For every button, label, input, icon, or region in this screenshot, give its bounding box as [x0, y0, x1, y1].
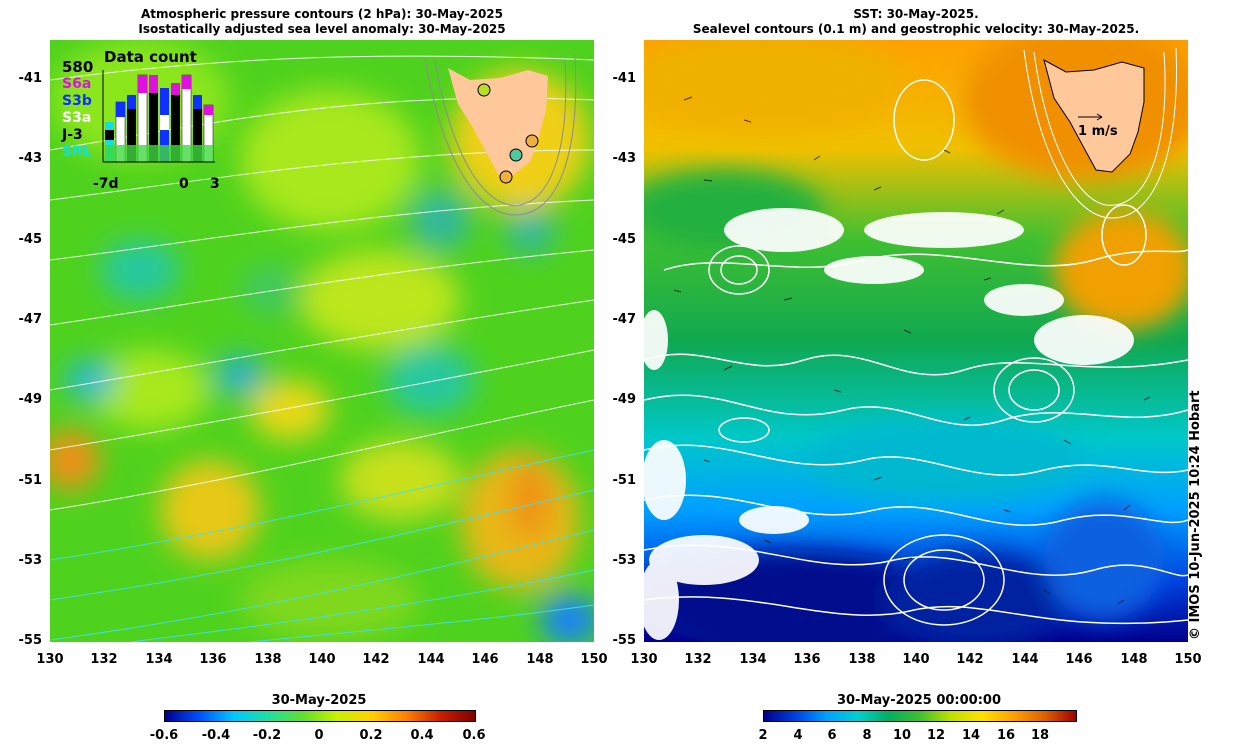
right-colorbar-tick: 16	[996, 728, 1016, 743]
right-colorbar-tick: 12	[926, 728, 946, 743]
sea-level-anomaly-map[interactable]	[50, 40, 594, 642]
right-colorbar-tick: 18	[1030, 728, 1050, 743]
sst-map[interactable]	[644, 40, 1188, 642]
right-colorbar-tick: 6	[827, 728, 837, 743]
sst-colorbar	[763, 710, 1077, 722]
x-label-left: 130	[36, 652, 64, 667]
x-label-right: 132	[684, 652, 712, 667]
y-label-right: -45	[612, 232, 637, 247]
data-count-x-start: -7d	[93, 176, 119, 192]
y-label-left: -53	[18, 553, 43, 568]
x-label-right: 146	[1065, 652, 1093, 667]
x-label-right: 134	[739, 652, 767, 667]
x-label-left: 134	[145, 652, 173, 667]
sea-level-colorbar	[164, 710, 476, 722]
y-label-left: -47	[18, 312, 43, 327]
left-colorbar-tick: 0.4	[410, 728, 434, 743]
x-label-left: 150	[580, 652, 608, 667]
left-colorbar-title: 30-May-2025	[271, 693, 367, 708]
data-count-title: Data count	[104, 48, 197, 66]
left-colorbar-tick: 0.6	[462, 728, 486, 743]
x-label-left: 136	[199, 652, 227, 667]
y-label-left: -49	[18, 392, 43, 407]
y-label-left: -41	[18, 71, 43, 86]
y-label-left: -55	[18, 633, 43, 648]
right-colorbar-title: 30-May-2025 00:00:00	[836, 693, 1002, 708]
x-label-left: 142	[362, 652, 390, 667]
right-colorbar-tick: 10	[892, 728, 912, 743]
x-label-left: 148	[526, 652, 554, 667]
sat-label-s6a: S6a	[62, 76, 92, 92]
left-colorbar-tick: 0	[314, 728, 324, 743]
x-label-right: 142	[956, 652, 984, 667]
x-label-left: 146	[471, 652, 499, 667]
data-count-x-end: 3	[210, 176, 220, 192]
x-label-left: 144	[417, 652, 445, 667]
left-colorbar-tick: -0.2	[252, 728, 282, 743]
right-colorbar-tick: 8	[862, 728, 872, 743]
y-label-left: -45	[18, 232, 43, 247]
x-label-right: 130	[630, 652, 658, 667]
data-count-histogram	[102, 70, 215, 163]
data-count-max: 580	[62, 58, 94, 76]
x-label-left: 132	[90, 652, 118, 667]
sat-label-s3a: S3a	[62, 110, 92, 126]
left-title-line2: Isostatically adjusted sea level anomaly…	[138, 22, 506, 36]
y-label-right: -51	[612, 473, 637, 488]
x-label-right: 138	[848, 652, 876, 667]
sat-label-j3: J-3	[62, 127, 83, 143]
y-label-right: -43	[612, 151, 637, 166]
imos-credit: © IMOS 10-Jun-2025 10:24 Hobart	[1188, 390, 1203, 640]
y-label-right: -41	[612, 71, 637, 86]
y-label-left: -43	[18, 151, 43, 166]
velocity-scale-label: 1 m/s	[1078, 124, 1118, 139]
right-title-line2: Sealevel contours (0.1 m) and geostrophi…	[692, 22, 1140, 36]
y-label-right: -55	[612, 633, 637, 648]
y-label-right: -49	[612, 392, 637, 407]
left-colorbar-tick: -0.4	[201, 728, 231, 743]
right-colorbar-tick: 14	[961, 728, 981, 743]
right-title-line1: SST: 30-May-2025.	[853, 7, 979, 21]
x-label-left: 138	[254, 652, 282, 667]
x-label-right: 148	[1120, 652, 1148, 667]
x-label-right: 150	[1174, 652, 1202, 667]
sat-label-srl: SRL	[62, 144, 92, 160]
x-label-left: 140	[308, 652, 336, 667]
y-label-right: -53	[612, 553, 637, 568]
y-label-left: -51	[18, 473, 43, 488]
x-label-right: 136	[793, 652, 821, 667]
data-count-x-zero: 0	[179, 176, 189, 192]
right-colorbar-tick: 4	[793, 728, 803, 743]
y-label-right: -47	[612, 312, 637, 327]
sat-label-s3b: S3b	[62, 93, 92, 109]
left-title-line1: Atmospheric pressure contours (2 hPa): 3…	[140, 7, 503, 21]
x-label-right: 144	[1011, 652, 1039, 667]
left-colorbar-tick: -0.6	[149, 728, 179, 743]
right-colorbar-tick: 2	[758, 728, 768, 743]
left-colorbar-tick: 0.2	[359, 728, 383, 743]
x-label-right: 140	[902, 652, 930, 667]
